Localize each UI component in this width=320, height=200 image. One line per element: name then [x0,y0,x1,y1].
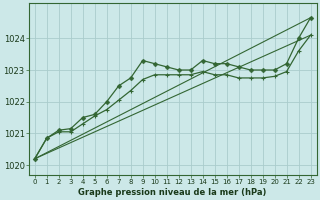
X-axis label: Graphe pression niveau de la mer (hPa): Graphe pression niveau de la mer (hPa) [78,188,267,197]
